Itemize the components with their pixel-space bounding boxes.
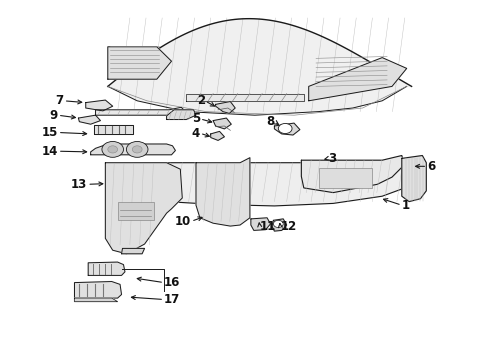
Bar	[118, 202, 154, 220]
Circle shape	[108, 146, 118, 153]
Polygon shape	[196, 158, 250, 226]
Text: 13: 13	[71, 178, 87, 191]
Polygon shape	[272, 219, 287, 231]
Polygon shape	[94, 125, 133, 134]
Text: 8: 8	[266, 115, 274, 128]
Text: 11: 11	[260, 220, 276, 233]
Text: 14: 14	[42, 145, 58, 158]
Text: 12: 12	[280, 220, 296, 233]
Polygon shape	[74, 298, 118, 302]
Polygon shape	[216, 102, 235, 113]
Text: 1: 1	[402, 199, 410, 212]
Polygon shape	[74, 282, 122, 298]
Polygon shape	[186, 94, 304, 101]
Circle shape	[102, 141, 123, 157]
Polygon shape	[132, 158, 414, 206]
Polygon shape	[213, 118, 231, 129]
Circle shape	[132, 146, 142, 153]
Polygon shape	[122, 248, 145, 254]
Polygon shape	[88, 262, 125, 275]
Polygon shape	[301, 156, 404, 193]
Polygon shape	[167, 110, 196, 120]
Circle shape	[126, 141, 148, 157]
Polygon shape	[108, 47, 172, 79]
Text: 6: 6	[427, 160, 436, 173]
Text: 10: 10	[175, 215, 191, 228]
Polygon shape	[402, 156, 426, 202]
Polygon shape	[78, 115, 100, 124]
Bar	[318, 168, 372, 188]
Text: 2: 2	[196, 94, 205, 107]
Polygon shape	[96, 107, 184, 115]
Text: 17: 17	[164, 293, 180, 306]
Text: 4: 4	[192, 127, 200, 140]
Text: 15: 15	[42, 126, 58, 139]
Polygon shape	[274, 123, 300, 135]
Polygon shape	[108, 19, 412, 115]
Polygon shape	[91, 144, 175, 155]
Text: 16: 16	[164, 276, 180, 289]
Polygon shape	[86, 100, 113, 111]
Polygon shape	[309, 58, 407, 101]
Text: 9: 9	[49, 109, 58, 122]
Text: 3: 3	[328, 152, 337, 165]
Circle shape	[278, 123, 292, 134]
Text: 5: 5	[192, 112, 200, 125]
Polygon shape	[105, 163, 182, 254]
Circle shape	[273, 220, 283, 228]
Text: 7: 7	[55, 94, 64, 107]
Polygon shape	[251, 218, 270, 230]
Polygon shape	[211, 131, 224, 140]
